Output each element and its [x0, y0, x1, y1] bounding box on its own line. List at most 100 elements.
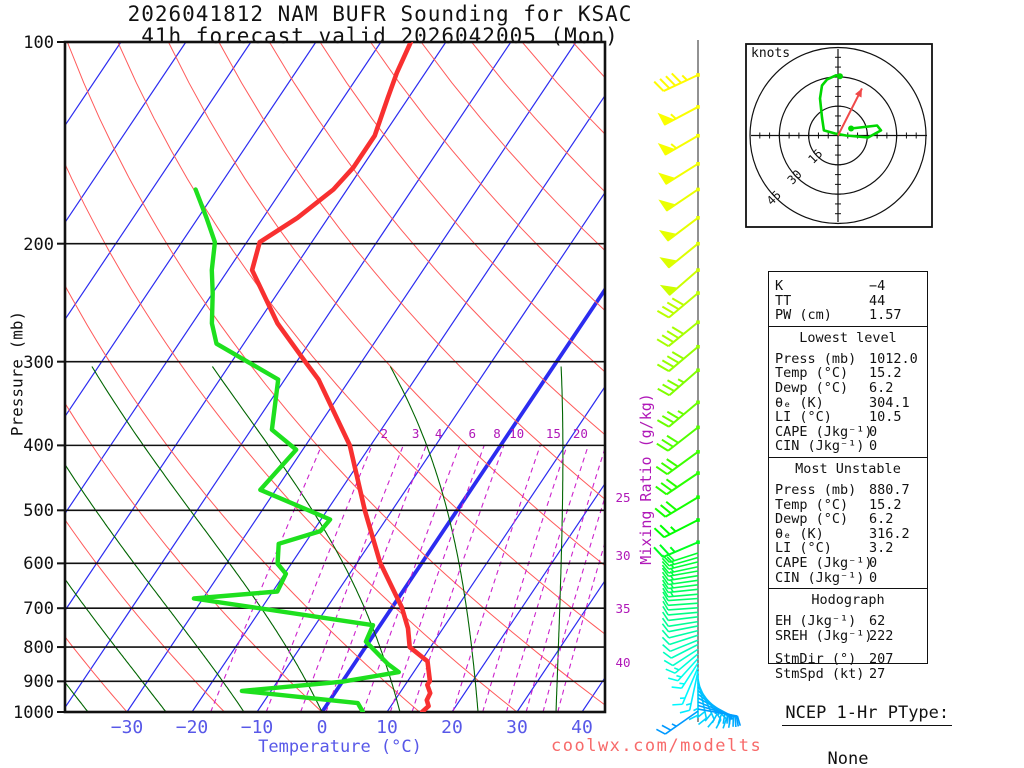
index-value: 1.57: [869, 307, 902, 324]
pressure-tick-label: 800: [23, 638, 54, 659]
mixing-ratio-label-top: 6: [468, 426, 477, 441]
indices-row: EH (Jkg⁻¹) 62: [769, 614, 927, 629]
indices-row: PW (cm) 1.57: [769, 308, 927, 323]
wind-barb: [697, 708, 742, 726]
wind-barb: [662, 583, 699, 594]
index-value: 0: [869, 569, 878, 586]
isotherm-line: [516, 579, 605, 712]
index-label: CAPE (Jkg⁻¹): [775, 423, 873, 440]
isotherm-line: [191, 94, 605, 712]
indices-row: Press (mb) 1012.0: [769, 352, 927, 367]
wind-barb: [657, 133, 700, 156]
indices-panel: K −4 TT 44 PW (cm) 1.57 Lowest level Press (mb)…: [768, 271, 928, 681]
wind-barb: [661, 564, 699, 574]
moist-adiabat-line: [91, 366, 323, 712]
wind-barb-station-dot: [696, 425, 700, 430]
indices-row: Press (mb) 880.7: [769, 483, 927, 498]
temperature-tick-label: −30: [110, 717, 144, 738]
temperature-tick-label: −10: [240, 717, 274, 738]
dry-adiabat-line: [65, 284, 420, 712]
hodograph-border: [745, 43, 933, 228]
index-label: EH (Jkg⁻¹): [775, 613, 857, 630]
pressure-tick-label: 300: [23, 352, 54, 373]
watermark-text: coolwx.com/modelts: [551, 736, 763, 756]
temperature-axis-title: Temperature (°C): [258, 737, 422, 757]
pressure-tick-label: 500: [23, 501, 54, 522]
mixing-ratio-label-top: 2: [380, 426, 389, 441]
indices-row: StmDir (°) 207: [769, 652, 927, 667]
mixing-ratio-label-top: 3: [411, 426, 420, 441]
mixing-ratio-label-top: 20: [572, 426, 588, 441]
dry-adiabat-line: [370, 42, 605, 312]
pressure-tick-label: 100: [23, 33, 54, 53]
wind-barb: [656, 710, 699, 735]
wind-barb: [657, 368, 700, 397]
isotherm-line: [386, 385, 605, 712]
dry-adiabat-line: [319, 42, 605, 373]
wind-barb: [653, 518, 700, 539]
temperature-tick-label: 20: [441, 717, 463, 738]
wind-barb-station-dot: [696, 320, 700, 325]
profile-curves: [191, 42, 433, 712]
indices-row: CAPE (Jkg⁻¹) 0: [769, 556, 927, 571]
index-value: 222: [869, 627, 894, 644]
mixing-ratio-label-right: 40: [615, 655, 631, 670]
indices-row: Temp (°C) 15.2: [769, 366, 927, 381]
wind-barb-station-dot: [696, 471, 700, 475]
wind-barb: [662, 587, 699, 598]
indices-section: Most Unstable Press (mb) 880.7 Temp (°C) 15.…: [769, 456, 927, 588]
isotherm-line: [65, 42, 512, 709]
chart-title-line1: 2026041812 NAM BUFR Sounding for KSAC: [127, 2, 633, 26]
indices-row: LI (°C) 10.5: [769, 410, 927, 425]
dry-adiabat-line: [65, 162, 518, 712]
mixing-ratio-label-right: 25: [615, 490, 631, 505]
dry-adiabat-line: [66, 42, 605, 706]
index-value: 10.5: [869, 409, 902, 426]
index-label: LI (°C): [775, 540, 832, 557]
moist-adiabat-line: [65, 578, 167, 712]
dry-adiabat-line: [268, 42, 605, 436]
index-value: 1012.0: [869, 350, 918, 367]
wind-barb: [659, 268, 700, 296]
index-value: 27: [869, 665, 886, 682]
index-label: Dewp (°C): [775, 511, 849, 528]
index-label: Press (mb): [775, 350, 857, 367]
index-label: Temp (°C): [775, 496, 849, 513]
index-value: 304.1: [869, 394, 910, 411]
wind-barb: [665, 653, 699, 674]
index-label: θₑ (K): [775, 525, 824, 542]
indices-section: K −4 TT 44 PW (cm) 1.57: [769, 272, 927, 326]
wind-barb: [662, 600, 699, 611]
index-label: CAPE (Jkg⁻¹): [775, 554, 873, 571]
chart-title-line2: 41h forecast valid 2026042005 (Mon): [141, 24, 619, 48]
isotherm-line: [65, 42, 252, 321]
wind-barb-station-dot: [696, 73, 700, 77]
mixing-ratio-line: [542, 495, 605, 712]
isotherm-line: [65, 42, 447, 612]
indices-row: Temp (°C) 15.2: [769, 496, 927, 513]
wind-barb: [656, 320, 700, 348]
indices-row: TT 44: [769, 293, 927, 309]
moist-adiabat-line: [555, 366, 564, 712]
indices-row: CIN (Jkg⁻¹) 0: [769, 569, 927, 586]
mixing-ratio-label-top: 10: [509, 426, 525, 441]
indices-section: Lowest level Press (mb) 1012.0 Temp (°C) 15.…: [769, 325, 927, 457]
indices-row: θₑ (K) 316.2: [769, 527, 927, 542]
ptype-value: None: [827, 749, 869, 768]
temperature-tick-label: 10: [376, 717, 398, 738]
index-label: SREH (Jkg⁻¹): [775, 627, 873, 644]
wind-barb-station-dot: [696, 540, 700, 545]
pressure-tick-label: 900: [23, 672, 54, 693]
wind-barb-station-dot: [696, 291, 700, 295]
hodograph-trace: [818, 74, 883, 139]
wind-barb: [661, 567, 699, 578]
isotherm-line: [65, 42, 317, 418]
wind-barb-station-dot: [696, 268, 700, 272]
index-value: 0: [869, 554, 878, 571]
index-label: Temp (°C): [775, 365, 849, 382]
wind-barb: [662, 605, 699, 616]
ptype-title: NCEP 1-Hr PType:: [782, 703, 953, 726]
wind-barb: [661, 629, 699, 639]
wind-barb: [663, 648, 699, 667]
wind-barb: [661, 560, 699, 570]
